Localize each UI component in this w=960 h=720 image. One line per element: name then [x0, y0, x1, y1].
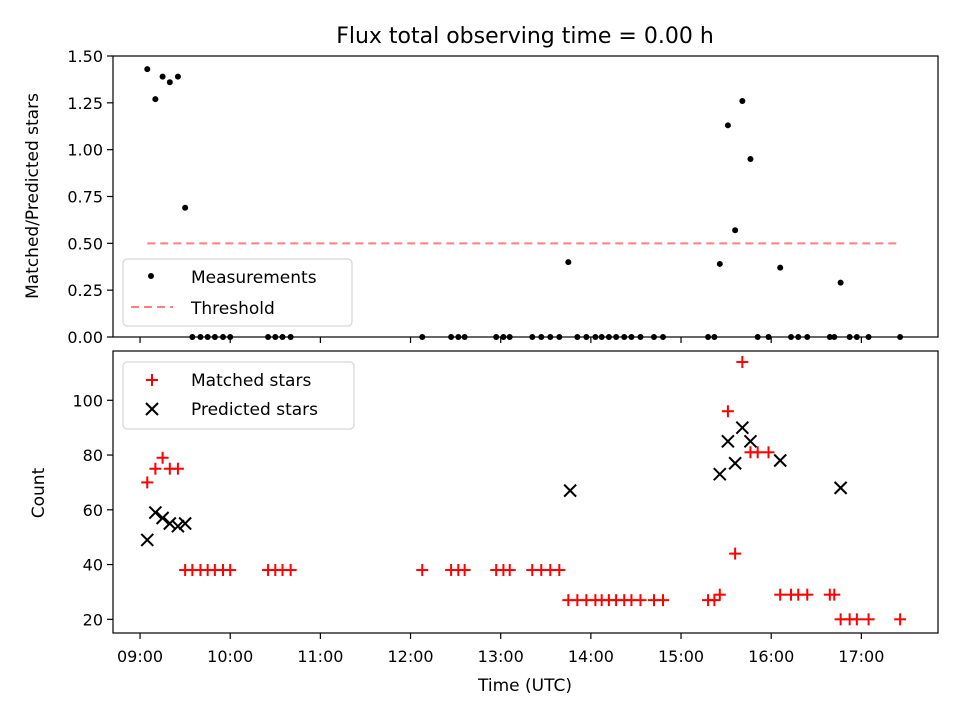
- ratio-legend: Measurements Threshold: [122, 258, 353, 327]
- measurement-point: [174, 73, 181, 80]
- predicted-star-point: [148, 505, 163, 520]
- measurement-point: [159, 73, 166, 80]
- measurement-point: [166, 79, 173, 86]
- predicted-star-point: [563, 483, 577, 498]
- y-axis-label-count: Count: [29, 467, 49, 518]
- measurement-point: [182, 204, 189, 211]
- x-tick-label: 14:00: [568, 647, 614, 666]
- y-tick-label-count: 80: [83, 446, 103, 465]
- predicted-star-point: [743, 434, 758, 449]
- x-tick-label: 15:00: [658, 647, 704, 666]
- y-tick-label-count: 40: [83, 556, 103, 575]
- y-tick-label-ratio: 0.50: [67, 234, 103, 253]
- legend-predicted-marker: [145, 402, 159, 416]
- count-axes-frame: [112, 350, 939, 634]
- y-tick-label-ratio: 0.25: [67, 281, 103, 300]
- predicted-star-point: [833, 481, 848, 495]
- matched-star-point: [828, 588, 841, 601]
- legend-measurements-marker: [148, 273, 154, 279]
- matched-star-point: [894, 613, 907, 626]
- count-marks: [140, 355, 907, 626]
- y-tick-label-count: 100: [72, 391, 103, 410]
- matched-star-point: [141, 476, 154, 489]
- x-tick-label: 16:00: [748, 647, 794, 666]
- predicted-star-point: [155, 511, 170, 525]
- predicted-star-point: [773, 453, 787, 468]
- y-tick-label-count: 60: [83, 501, 103, 520]
- x-tick-label: 09:00: [117, 647, 163, 666]
- legend-matched-label: Matched stars: [191, 371, 311, 391]
- matched-star-point: [801, 588, 814, 601]
- matched-star-point: [751, 446, 764, 459]
- x-tick-label: 13:00: [478, 647, 524, 666]
- predicted-star-point: [735, 420, 750, 435]
- ratio-axes-frame: [112, 55, 939, 338]
- predicted-star-point: [140, 533, 154, 547]
- matched-star-point: [713, 588, 726, 601]
- count-panel: Count Time (UTC) 20 40 60 80 100 09:00 10:00 1…: [29, 350, 939, 696]
- matched-star-point: [736, 355, 749, 368]
- measurement-point: [152, 96, 159, 103]
- count-legend: Matched stars Predicted stars: [122, 361, 355, 430]
- predicted-star-point: [721, 434, 735, 449]
- measurement-point: [565, 259, 572, 266]
- chart-title: Flux total observing time = 0.00 h: [336, 24, 714, 49]
- y-tick-label-ratio: 1.25: [67, 94, 103, 113]
- measurement-point: [747, 156, 754, 163]
- measurement-point: [777, 264, 784, 271]
- matched-star-point: [503, 564, 516, 577]
- predicted-star-point: [171, 519, 185, 533]
- matched-star-point: [284, 564, 297, 577]
- matched-star-point: [416, 564, 429, 577]
- x-tick-label: 10:00: [207, 647, 253, 666]
- matched-star-point: [553, 564, 566, 577]
- matched-star-point: [729, 547, 742, 560]
- y-tick-label-count: 20: [83, 610, 103, 629]
- matched-star-point: [708, 594, 721, 607]
- y-tick-label-ratio: 1.00: [67, 141, 103, 160]
- x-ticks-count: 09:00 10:00 11:00 12:00 13:00 14:00 15:00 16:00…: [117, 633, 884, 666]
- matched-star-point: [156, 451, 169, 464]
- predicted-star-point: [163, 516, 177, 531]
- legend-threshold-label: Threshold: [190, 299, 275, 319]
- x-tick-label: 12:00: [387, 647, 433, 666]
- matched-star-point: [458, 564, 471, 577]
- measurement-point: [724, 122, 731, 129]
- matched-star-point: [862, 613, 875, 626]
- x-tick-label: 17:00: [838, 647, 884, 666]
- measurement-point: [716, 260, 723, 267]
- measurement-point: [144, 66, 151, 73]
- legend-predicted-label: Predicted stars: [191, 400, 318, 420]
- matched-star-point: [634, 594, 647, 607]
- measurement-point: [837, 279, 844, 286]
- ratio-panel: Flux total observing time = 0.00 h Match…: [23, 24, 939, 347]
- predicted-star-point: [713, 467, 727, 481]
- y-axis-label-ratio: Matched/Predicted stars: [23, 93, 43, 299]
- legend-measurements-label: Measurements: [191, 268, 317, 288]
- measurement-point: [739, 97, 746, 104]
- matched-star-point: [149, 462, 162, 475]
- y-ticks-ratio: 0.00 0.25 0.50 0.75 1.00 1.25 1.50: [67, 47, 113, 347]
- matched-star-point: [657, 594, 669, 607]
- predicted-star-point: [178, 516, 192, 531]
- matched-star-point: [850, 613, 863, 626]
- legend-matched-marker: [146, 374, 158, 386]
- matched-star-point: [774, 588, 787, 601]
- matched-star-point: [721, 405, 734, 418]
- y-tick-label-ratio: 1.50: [67, 47, 103, 66]
- measurement-point: [732, 227, 739, 234]
- matched-star-point: [224, 564, 237, 577]
- y-ticks-count: 20 40 60 80 100: [72, 391, 113, 629]
- predicted-star-point: [728, 456, 742, 470]
- matched-star-point: [762, 446, 775, 459]
- y-tick-label-ratio: 0.00: [67, 328, 103, 347]
- y-tick-label-ratio: 0.75: [67, 188, 103, 207]
- x-tick-label: 11:00: [297, 647, 343, 666]
- matched-star-point: [171, 462, 184, 475]
- x-axis-label: Time (UTC): [477, 676, 572, 696]
